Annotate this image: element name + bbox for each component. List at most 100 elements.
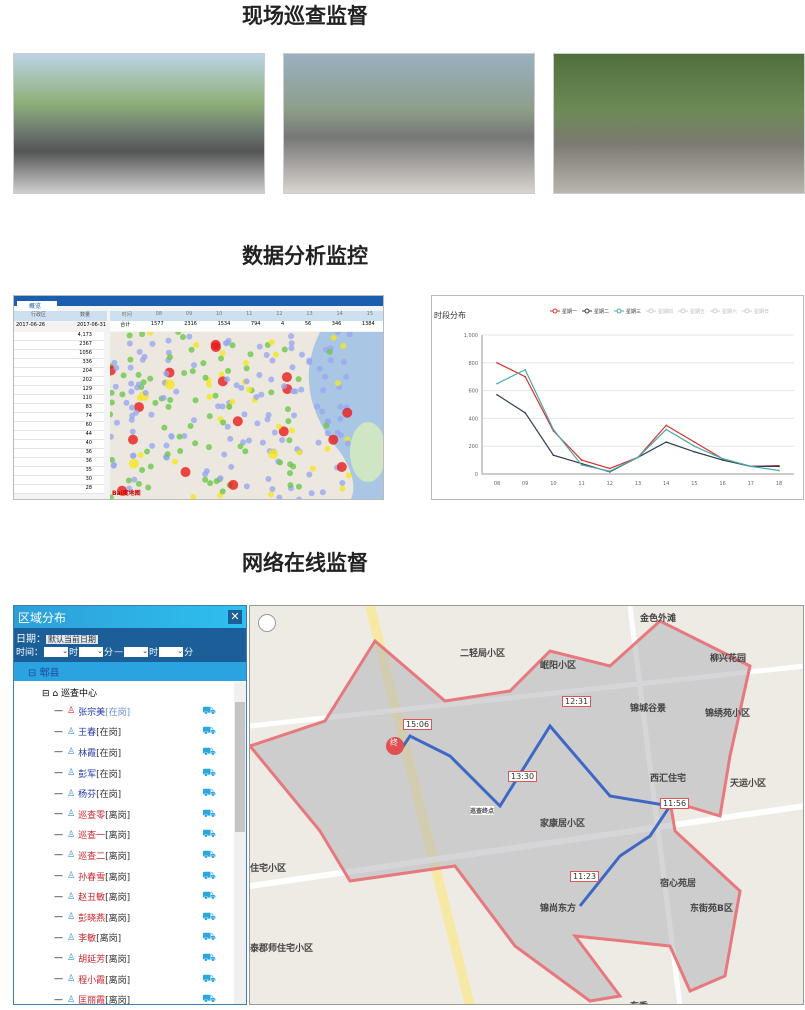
hour-total: 1577 <box>150 321 164 327</box>
end-hour-select[interactable]: ⌄ <box>124 646 149 657</box>
heat-point <box>215 403 222 410</box>
start-hour-select[interactable]: ⌄ <box>44 646 69 657</box>
hour-total: 56 <box>304 321 312 327</box>
heat-point <box>256 343 263 350</box>
tree-person[interactable]: — ♙ 巡查二 [离岗] ⛟ <box>14 845 246 866</box>
heat-point <box>288 333 295 340</box>
heat-point <box>275 423 282 430</box>
legend-entry[interactable]: 星期日 <box>754 309 769 315</box>
tree-group[interactable]: ⊟ ⌂ 巡查中心 <box>42 689 97 699</box>
legend-entry[interactable]: 星期一 <box>562 309 577 315</box>
heat-point <box>228 479 239 490</box>
track-icon[interactable]: ⛟ <box>202 847 216 861</box>
heat-point <box>219 488 226 495</box>
heat-point <box>343 373 350 380</box>
heat-point <box>148 411 155 418</box>
tree-line: — <box>54 788 63 799</box>
date-to[interactable]: 2017-06-31 <box>76 322 106 328</box>
track-icon[interactable]: ⛟ <box>202 724 216 738</box>
heat-point <box>330 334 337 341</box>
tree-root[interactable]: ⊟ 郫县 <box>14 662 246 681</box>
tree-person[interactable]: — ♙ 张宗美 [在岗] ⛟ <box>14 701 246 722</box>
date-from[interactable]: 2017-06-26 <box>16 322 46 328</box>
data-point <box>693 445 696 447</box>
heat-point <box>126 485 133 492</box>
end-minute-select[interactable]: ⌄ <box>159 646 184 657</box>
date-input[interactable]: 默认当前日期 <box>46 635 98 644</box>
hour-header: 11 <box>246 311 253 317</box>
track-time-marker[interactable]: 13:30 <box>508 771 538 782</box>
heat-point <box>147 332 154 336</box>
legend-entry[interactable]: 星期四 <box>658 309 673 315</box>
track-icon[interactable]: ⛟ <box>202 744 216 758</box>
track-icon[interactable]: ⛟ <box>202 889 216 903</box>
track-time-marker[interactable]: 15:06 <box>403 719 433 730</box>
region-distribution-panel: 区域分布 ✕ 日期： 默认当前日期 时间： ⌄ 时 ⌄ 分 — ⌄ 时 ⌄ 分 ⊟ 郫县 ⊟… <box>13 605 247 1006</box>
start-minute-select[interactable]: ⌄ <box>79 646 104 657</box>
heat-point <box>193 342 200 349</box>
heat-point <box>190 494 197 499</box>
district-count: 2367 <box>79 341 92 347</box>
tree-person[interactable]: — ♙ 孙春雪 [离岗] ⛟ <box>14 866 246 887</box>
track-end-marker[interactable]: 终 <box>390 738 398 747</box>
heat-point <box>166 354 173 361</box>
track-icon[interactable]: ⛟ <box>202 786 216 800</box>
heat-point <box>129 412 136 419</box>
scrollbar[interactable] <box>234 682 246 1004</box>
heat-point <box>278 426 289 437</box>
heat-point <box>224 423 231 430</box>
tree-person[interactable]: — ♙ 赵丑敏 [离岗] ⛟ <box>14 886 246 907</box>
patrol-photo-1 <box>13 53 265 194</box>
track-icon[interactable]: ⛟ <box>202 992 216 1006</box>
heatmap-panel: 概览 行政区 数量 2017-06-26 2017-06-31 4,173 2367 1… <box>13 295 384 500</box>
track-icon[interactable]: ⛟ <box>202 930 216 944</box>
track-icon[interactable]: ⛟ <box>202 806 216 820</box>
heat-point <box>328 434 339 445</box>
track-icon[interactable]: ⛟ <box>202 827 216 841</box>
heat-point <box>190 417 197 424</box>
tree-person[interactable]: — ♙ 彭晓燕 [离岗] ⛟ <box>14 907 246 928</box>
data-point <box>665 428 667 431</box>
legend-marker <box>648 308 654 314</box>
heat-point <box>128 458 139 469</box>
track-time-marker[interactable]: 11:23 <box>570 871 600 882</box>
tree-person[interactable]: — ♙ 程小霞 [离岗] ⛟ <box>14 969 246 990</box>
close-icon[interactable]: ✕ <box>228 610 242 624</box>
legend-entry[interactable]: 星期二 <box>594 309 609 315</box>
patrol-map[interactable]: 二轻局小区 岷阳小区 金色外滩 柳兴花园 锦城谷景 锦绣苑小区 西汇住宅 天运小区 家康居小区宿… <box>249 605 804 1005</box>
heat-point <box>128 388 135 395</box>
person-name: 赵丑敏 <box>78 893 106 904</box>
tree-person[interactable]: — ♙ 李敏 [离岗] ⛟ <box>14 928 246 949</box>
heat-point <box>337 403 344 410</box>
tree-person[interactable]: — ♙ 王春 [在岗] ⛟ <box>14 722 246 743</box>
data-point <box>721 457 724 460</box>
tab-overview[interactable]: 概览 <box>17 301 57 311</box>
tree-person[interactable]: — ♙ 巡查一 [离岗] ⛟ <box>14 825 246 846</box>
track-icon[interactable]: ⛟ <box>202 909 216 923</box>
heat-point <box>279 437 286 444</box>
tree-person[interactable]: — ♙ 林霞 [在岗] ⛟ <box>14 742 246 763</box>
tree-person[interactable]: — ♙ 匡丽霞 [离岗] ⛟ <box>14 989 246 1010</box>
legend-entry[interactable]: 星期三 <box>626 309 641 315</box>
district-count: 83 <box>85 404 92 410</box>
tree-person[interactable]: — ♙ 杨芬 [在岗] ⛟ <box>14 783 246 804</box>
tree-person[interactable]: — ♙ 巡查零 [离岗] ⛟ <box>14 804 246 825</box>
heat-point <box>126 332 133 339</box>
legend-entry[interactable]: 星期六 <box>722 308 737 315</box>
track-time-marker[interactable]: 12:31 <box>562 696 592 707</box>
heat-point <box>203 468 210 475</box>
data-point <box>524 375 526 378</box>
track-icon[interactable]: ⛟ <box>202 868 216 882</box>
track-icon[interactable]: ⛟ <box>202 950 216 964</box>
legend-entry[interactable]: 星期五 <box>690 309 705 315</box>
track-time-marker[interactable]: 11:56 <box>660 798 690 809</box>
heatmap-map[interactable] <box>110 332 384 500</box>
tree-person[interactable]: — ♙ 彭军 [在岗] ⛟ <box>14 763 246 784</box>
map-pan-control[interactable] <box>258 614 276 632</box>
heat-point <box>268 339 275 346</box>
heat-point <box>324 430 331 437</box>
tree-person[interactable]: — ♙ 胡延芳 [离岗] ⛟ <box>14 948 246 969</box>
track-icon[interactable]: ⛟ <box>202 765 216 779</box>
track-icon[interactable]: ⛟ <box>202 703 216 717</box>
track-icon[interactable]: ⛟ <box>202 971 216 985</box>
